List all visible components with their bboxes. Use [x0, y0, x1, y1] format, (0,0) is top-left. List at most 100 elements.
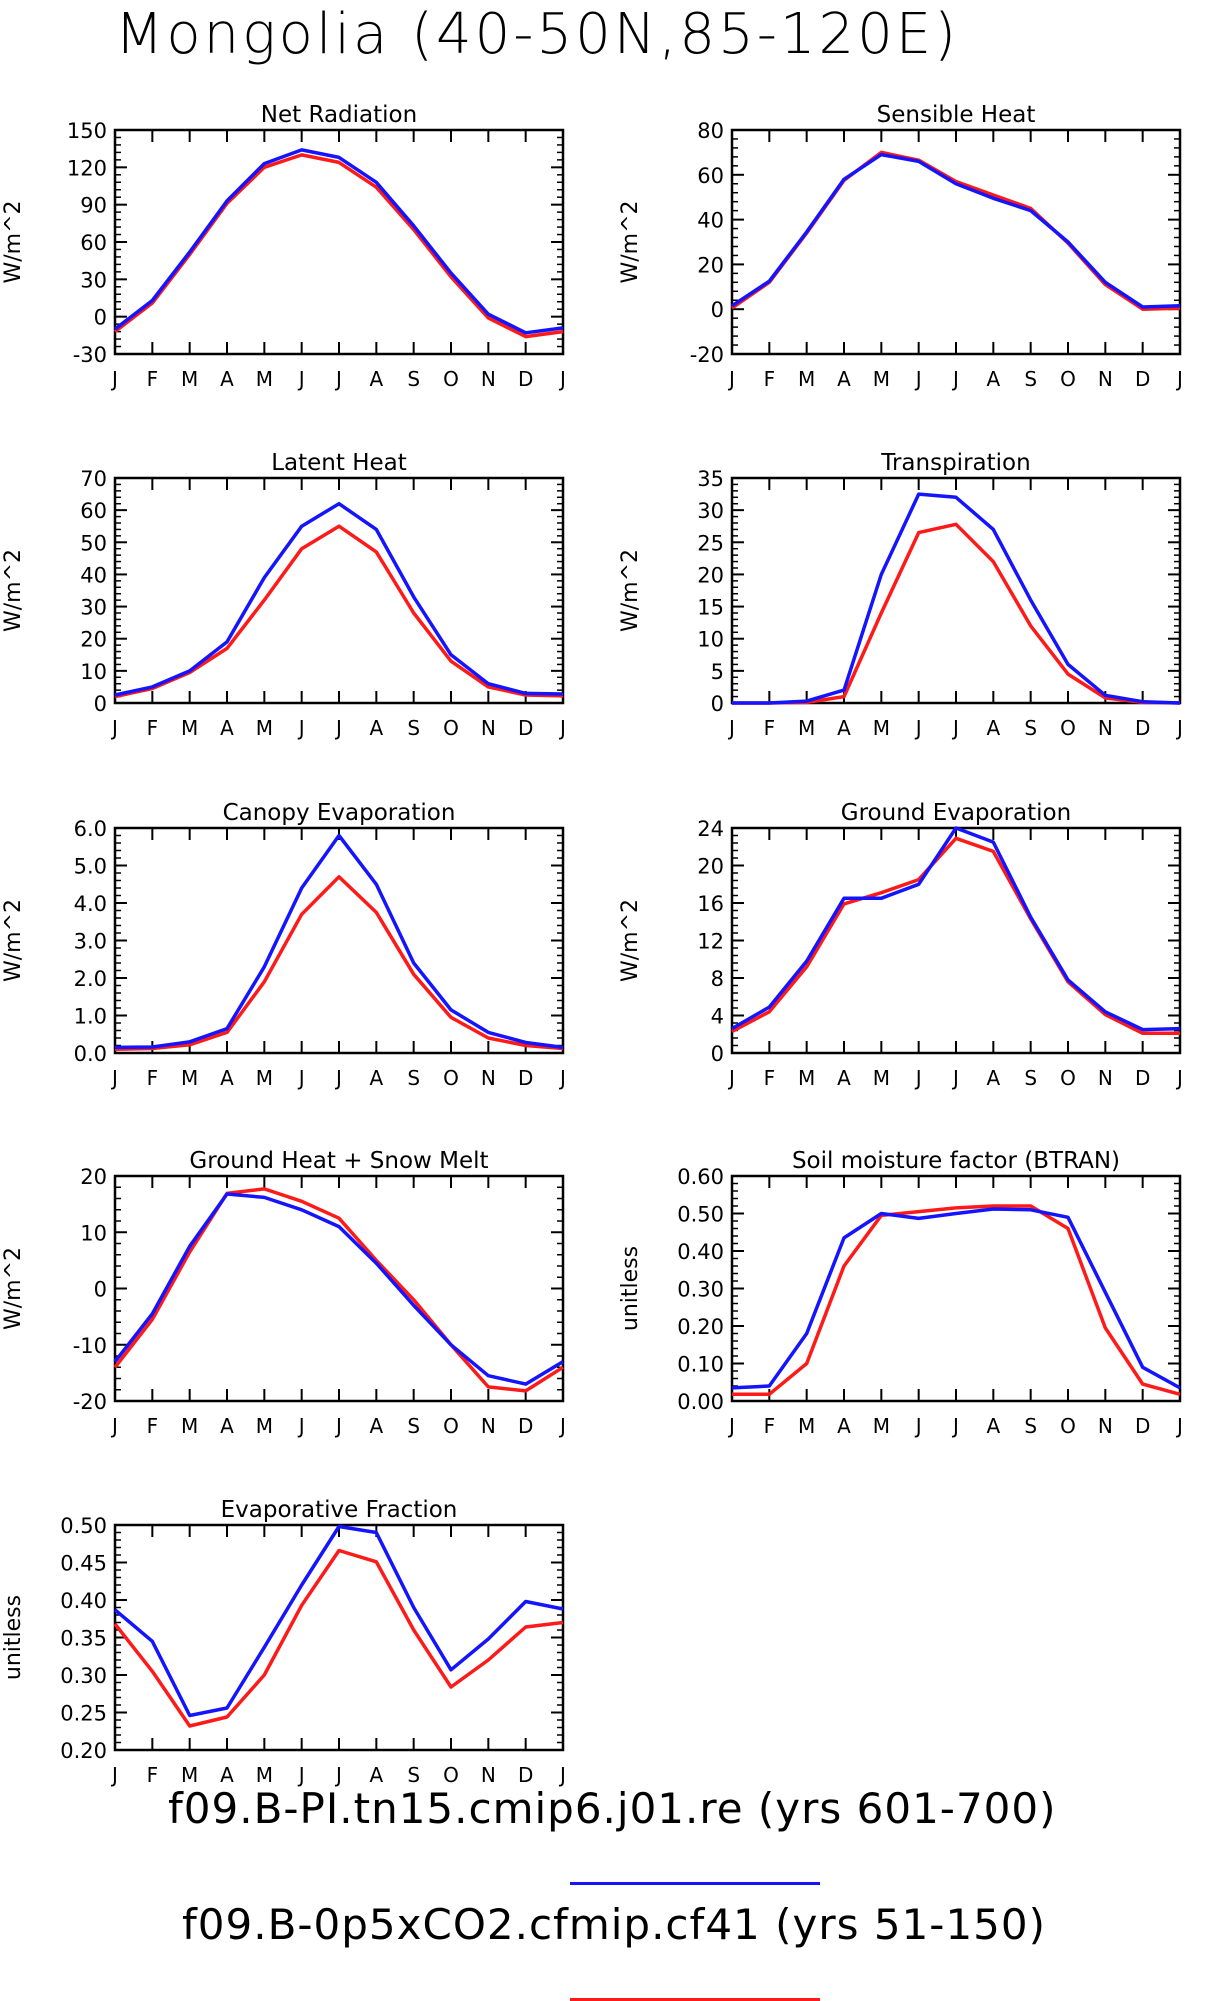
x-tick-label: A — [986, 367, 1000, 391]
x-tick-label: N — [481, 1414, 496, 1438]
y-tick-label: 0.30 — [677, 1278, 724, 1302]
y-tick-label: 0.20 — [60, 1739, 107, 1763]
series-line-run2 — [732, 1204, 1181, 1397]
y-axis-label: unitless — [1, 1595, 26, 1680]
y-tick-label: 40 — [80, 563, 107, 587]
x-tick-label: M — [256, 1763, 273, 1787]
y-tick-label: -10 — [73, 1334, 107, 1358]
y-tick-label: 20 — [697, 563, 724, 587]
plot-title-9: Evaporative Fraction — [221, 1497, 458, 1523]
x-tick-label: M — [181, 367, 198, 391]
y-tick-label: 150 — [67, 119, 107, 143]
y-tick-label: 0.10 — [677, 1353, 724, 1377]
y-tick-label: 60 — [80, 231, 107, 255]
y-tick-label: 20 — [80, 628, 107, 652]
x-tick-label: J — [334, 1066, 342, 1090]
x-tick-label: J — [558, 716, 566, 740]
y-tick-label: 4.0 — [74, 892, 107, 916]
series-line-run2 — [732, 522, 1181, 705]
x-tick-label: J — [334, 367, 342, 391]
x-tick-label: J — [951, 1414, 959, 1438]
x-tick-label: S — [407, 716, 420, 740]
x-tick-label: J — [558, 1763, 566, 1787]
y-tick-label: 35 — [697, 467, 724, 491]
x-tick-label: M — [181, 1066, 198, 1090]
y-tick-label: 10 — [80, 660, 107, 684]
x-tick-label: S — [407, 1066, 420, 1090]
x-tick-label: N — [481, 716, 496, 740]
x-tick-label: F — [147, 1763, 159, 1787]
series-line-run1 — [114, 501, 564, 697]
x-tick-label: S — [1024, 1066, 1037, 1090]
x-tick-label: J — [334, 1763, 342, 1787]
y-tick-label: 0 — [94, 692, 107, 716]
y-tick-label: 0.25 — [60, 1702, 107, 1726]
x-tick-label: J — [951, 716, 959, 740]
x-tick-label: A — [369, 367, 383, 391]
x-tick-label: M — [873, 1414, 890, 1438]
x-tick-label: M — [256, 1066, 273, 1090]
y-axis-label: W/m^2 — [1, 549, 26, 632]
x-tick-label: J — [727, 716, 735, 740]
x-tick-label: A — [369, 1763, 383, 1787]
x-tick-label: O — [1060, 716, 1076, 740]
x-tick-label: J — [334, 1414, 342, 1438]
x-tick-label: A — [220, 716, 234, 740]
x-tick-label: O — [443, 367, 459, 391]
x-tick-label: D — [518, 367, 533, 391]
plot-title-4: Transpiration — [880, 450, 1030, 476]
y-tick-label: 30 — [80, 268, 107, 292]
series-line-run2 — [731, 836, 1180, 1036]
y-tick-label: 4 — [711, 1005, 724, 1029]
x-tick-label: N — [1098, 716, 1113, 740]
series-line-run1 — [113, 1192, 564, 1386]
y-tick-label: -30 — [73, 343, 107, 367]
x-tick-label: M — [873, 367, 890, 391]
x-tick-label: O — [1060, 1414, 1076, 1438]
series-line-run2 — [114, 875, 564, 1052]
x-tick-label: O — [1060, 367, 1076, 391]
x-tick-label: D — [518, 1066, 533, 1090]
plot-title-5: Canopy Evaporation — [223, 800, 456, 826]
x-tick-label: A — [220, 1763, 234, 1787]
x-tick-label: N — [1098, 367, 1113, 391]
y-tick-label: 1.0 — [74, 1005, 107, 1029]
x-tick-label: S — [1024, 716, 1037, 740]
x-tick-label: J — [1175, 716, 1183, 740]
x-tick-label: F — [147, 1066, 159, 1090]
y-tick-label: 0.50 — [677, 1203, 724, 1227]
x-tick-label: A — [369, 1066, 383, 1090]
plot-frame-4 — [730, 476, 1182, 705]
x-tick-label: F — [764, 716, 776, 740]
y-tick-label: -20 — [690, 343, 724, 367]
y-tick-label: 2.0 — [74, 967, 107, 991]
y-tick-label: 0.30 — [60, 1664, 107, 1688]
x-tick-label: J — [297, 1066, 305, 1090]
x-tick-label: S — [407, 1414, 420, 1438]
x-tick-label: M — [798, 367, 815, 391]
x-tick-label: D — [1135, 1414, 1150, 1438]
x-tick-label: D — [1135, 367, 1150, 391]
y-tick-label: 90 — [80, 194, 107, 218]
x-tick-label: D — [518, 1763, 533, 1787]
y-tick-label: 8 — [711, 967, 724, 991]
series-line-run1 — [731, 152, 1181, 309]
y-tick-label: 0.40 — [677, 1240, 724, 1264]
x-tick-label: A — [837, 716, 851, 740]
series-line-run1 — [113, 1524, 564, 1718]
series-line-run2 — [113, 153, 564, 339]
x-tick-label: D — [1135, 1066, 1150, 1090]
x-tick-label: A — [369, 1414, 383, 1438]
y-tick-label: 0 — [711, 298, 724, 322]
legend-label-run1: f09.B-PI.tn15.cmip6.j01.re (yrs 601-700) — [168, 1784, 1057, 1833]
y-tick-label: 120 — [67, 156, 107, 180]
y-tick-label: 10 — [697, 628, 724, 652]
series-line-run2 — [114, 524, 564, 699]
y-tick-label: 20 — [697, 855, 724, 879]
x-tick-label: J — [297, 367, 305, 391]
x-tick-label: J — [297, 1763, 305, 1787]
x-tick-label: N — [1098, 1414, 1113, 1438]
plot-title-8: Soil moisture factor (BTRAN) — [792, 1148, 1120, 1174]
y-axis-label: W/m^2 — [1, 899, 26, 982]
series-line-run2 — [113, 1187, 564, 1393]
